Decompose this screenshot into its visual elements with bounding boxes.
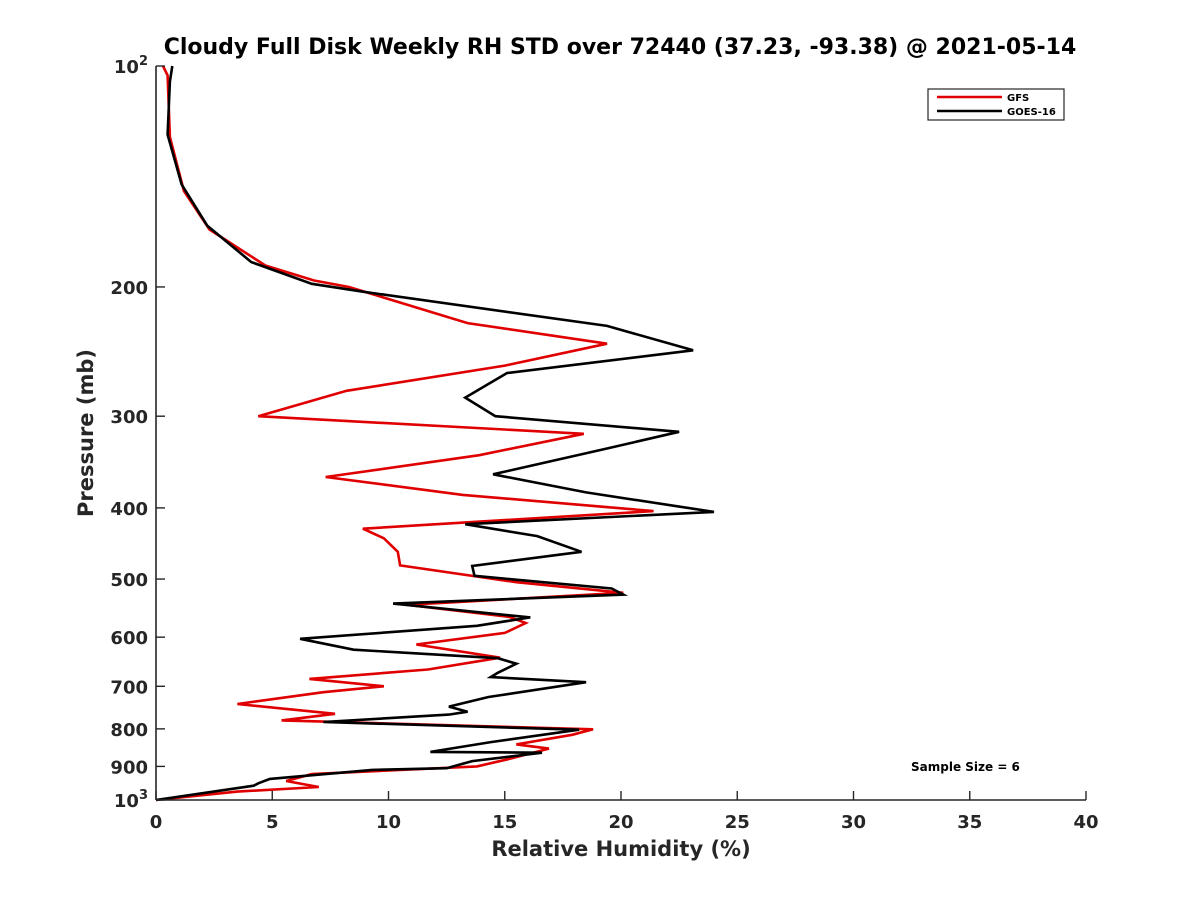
legend: GFS GOES-16: [927, 88, 1065, 121]
x-tick-label: 40: [1073, 812, 1098, 833]
legend-label-gfs: GFS: [1007, 93, 1029, 104]
x-tick-label: 20: [608, 812, 633, 833]
series-line-goes16: [155, 65, 715, 802]
legend-label-goes16: GOES-16: [1007, 107, 1056, 118]
series-line-gfs: [155, 65, 654, 802]
x-tick-label: 35: [957, 812, 982, 833]
x-axis-ticks: 0 5 10 15 20 25 30 35 40: [150, 791, 1099, 833]
y-tick-label: 102: [114, 54, 148, 78]
chart-title: Cloudy Full Disk Weekly RH STD over 7244…: [164, 35, 1077, 60]
y-axis-ticks: 102 200 300 400 500 600 700 800 900 103: [110, 54, 165, 812]
y-axis-label: Pressure (mb): [74, 349, 98, 517]
y-tick-label: 700: [110, 677, 148, 698]
x-tick-label: 25: [725, 812, 750, 833]
sample-size-annotation: Sample Size = 6: [911, 760, 1020, 774]
x-tick-label: 15: [492, 812, 517, 833]
y-tick-label: 900: [110, 757, 148, 778]
x-tick-label: 0: [150, 812, 163, 833]
x-axis-label: Relative Humidity (%): [491, 837, 750, 861]
y-tick-label: 800: [110, 720, 148, 741]
y-tick-label: 600: [110, 628, 148, 649]
y-tick-label: 103: [114, 788, 148, 812]
x-tick-label: 10: [376, 812, 401, 833]
y-tick-label: 500: [110, 570, 148, 591]
y-tick-label: 400: [110, 499, 148, 520]
x-tick-label: 30: [841, 812, 866, 833]
legend-box: [927, 88, 1065, 121]
y-tick-label: 300: [110, 407, 148, 428]
series-layer: [155, 65, 715, 802]
x-tick-label: 5: [266, 812, 279, 833]
y-tick-label: 200: [110, 278, 148, 299]
